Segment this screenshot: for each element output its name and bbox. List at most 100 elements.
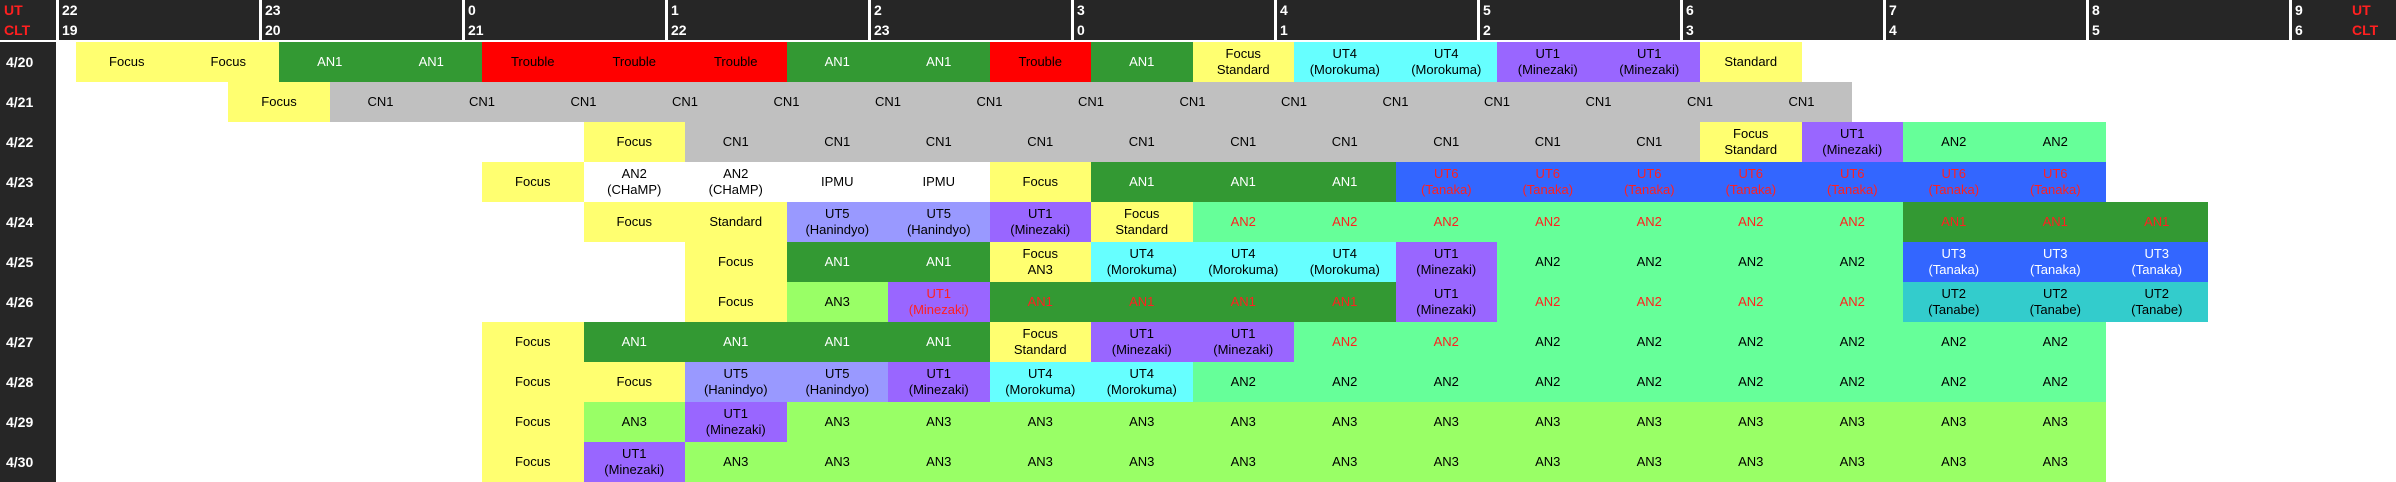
cell-line1: Trouble: [1018, 54, 1063, 69]
cell-text: AN2: [1535, 214, 1560, 230]
schedule-cell-an3: AN3: [786, 282, 888, 322]
cell-line1: AN1: [1129, 294, 1155, 309]
cell-text: AN3: [1332, 414, 1357, 430]
schedule-cell-an2: AN2: [1700, 242, 1802, 282]
cell-line1: CN1: [1686, 94, 1713, 109]
schedule-cell-an2: AN2: [1294, 202, 1396, 242]
cell-text: UT5 (Hanindyo): [805, 366, 869, 398]
schedule-cell-an3: AN3: [1598, 442, 1700, 482]
schedule-cell-an2: AN2: [2004, 122, 2106, 162]
schedule-cell-focus: Focus: [482, 322, 584, 362]
cell-line1: CN1: [1534, 134, 1561, 149]
date-label: 4/29: [0, 402, 56, 442]
cell-line1: AN3: [1535, 454, 1561, 469]
ut-hour-label: 5: [1483, 2, 1491, 18]
cell-line1: AN3: [1636, 454, 1662, 469]
schedule-cell-cn1: CN1: [888, 122, 990, 162]
clt-hour-label: 20: [265, 22, 281, 38]
cell-text: AN2: [1637, 334, 1662, 350]
cell-text: AN3: [2043, 454, 2068, 470]
cell-text: AN3: [1941, 414, 1966, 430]
schedule-cell-an2: AN2: [2004, 322, 2106, 362]
cell-line1: Focus: [616, 374, 652, 389]
cell-text: Focus Standard: [1217, 46, 1270, 78]
cell-line1: AN3: [1027, 414, 1053, 429]
schedule-cell-an2: AN2: [1395, 322, 1497, 362]
schedule-cell-an1: AN1: [786, 242, 888, 282]
schedule-cell-an3: AN3: [888, 402, 990, 442]
cell-text: AN2: [2043, 334, 2068, 350]
cell-line1: UT6: [1535, 166, 1561, 181]
cell-text: Focus: [617, 374, 652, 390]
cell-text: AN2: [1840, 254, 1865, 270]
schedule-cell-ut2: UT2 (Tanabe): [2004, 282, 2106, 322]
cell-text: CN1: [367, 94, 393, 110]
cell-line1: AN2: [1433, 334, 1459, 349]
schedule-cell-an3: AN3: [583, 402, 685, 442]
cell-text: Focus Standard: [1014, 326, 1067, 358]
cell-line1: UT5: [824, 366, 850, 381]
schedule-cell-ut1: UT1 (Minezaki): [1598, 42, 1700, 82]
ut-hour-label: 7: [1889, 2, 1897, 18]
cell-line1: AN2: [1738, 374, 1764, 389]
schedule-cell-an3: AN3: [1497, 442, 1599, 482]
cell-line2: (Morokuma): [1005, 382, 1076, 397]
schedule-cell-ut6: UT6 (Tanaka): [1497, 162, 1599, 202]
hour-tick-line: [1477, 0, 1480, 40]
cell-line1: AN3: [926, 414, 952, 429]
cell-line1: AN2: [1636, 214, 1662, 229]
ut-hour-label: 8: [2092, 2, 2100, 18]
cell-text: AN3: [1434, 414, 1459, 430]
schedule-cell-ut4: UT4 (Morokuma): [1294, 42, 1396, 82]
cell-line1: IPMU: [922, 174, 956, 189]
cell-text: CN1: [976, 94, 1002, 110]
cell-text: AN2: [1738, 214, 1763, 230]
schedule-cell-an1: AN1: [989, 282, 1091, 322]
schedule-cell-cn1: CN1: [634, 82, 736, 122]
schedule-cell-ut4: UT4 (Morokuma): [1091, 242, 1193, 282]
schedule-cell-an2: AN2: [1598, 362, 1700, 402]
schedule-cell-cn1: CN1: [1243, 82, 1345, 122]
cell-text: AN2: [1231, 374, 1256, 390]
cell-text: UT1 (Minezaki): [1416, 246, 1476, 278]
cell-text: AN3: [2043, 414, 2068, 430]
schedule-cell-focus: Focus: [989, 162, 1091, 202]
cell-line1: Focus: [261, 94, 297, 109]
ut-label-right: UT: [2352, 2, 2371, 18]
cell-line1: UT3: [1941, 246, 1967, 261]
schedule-cell-an1: AN1: [1192, 282, 1294, 322]
cell-line1: UT1: [1433, 286, 1459, 301]
cell-line1: UT1: [1027, 206, 1053, 221]
cell-line1: AN2: [2042, 374, 2068, 389]
schedule-cell-an1: AN1: [1091, 282, 1193, 322]
cell-line1: UT6: [2042, 166, 2068, 181]
schedule-cell-an2: AN2: [1801, 242, 1903, 282]
cell-line1: AN3: [1230, 414, 1256, 429]
cell-line2: (Tanabe): [2029, 302, 2081, 317]
cell-line1: Focus: [1225, 46, 1261, 61]
hour-tick-line: [2086, 0, 2089, 40]
date-label: 4/26: [0, 282, 56, 322]
schedule-cell-an1: AN1: [888, 242, 990, 282]
schedule-cell-cn1: CN1: [1294, 122, 1396, 162]
cell-line1: CN1: [773, 94, 800, 109]
cell-text: UT4 (Morokuma): [1005, 366, 1075, 398]
schedule-cell-an2: AN2: [1497, 322, 1599, 362]
schedule-cell-focus: Focus: [583, 122, 685, 162]
cell-text: AN3: [1129, 454, 1154, 470]
cell-text: AN1: [1129, 54, 1154, 70]
cell-line1: AN3: [1332, 454, 1358, 469]
cell-text: Focus: [211, 54, 246, 70]
cell-text: CN1: [1382, 94, 1408, 110]
cell-text: AN2: [1840, 334, 1865, 350]
schedule-cell-an3: AN3: [1192, 402, 1294, 442]
cell-line1: AN3: [824, 414, 850, 429]
schedule-cell-an1: AN1: [786, 42, 888, 82]
clt-hour-label: 5: [2092, 22, 2100, 38]
cell-text: CN1: [1078, 94, 1104, 110]
schedule-cell-ut6: UT6 (Tanaka): [1395, 162, 1497, 202]
schedule-cell-ut5: UT5 (Hanindyo): [786, 202, 888, 242]
cell-text: CN1: [1535, 134, 1561, 150]
cell-text: AN2: [1840, 294, 1865, 310]
cell-text: AN2: [2043, 134, 2068, 150]
